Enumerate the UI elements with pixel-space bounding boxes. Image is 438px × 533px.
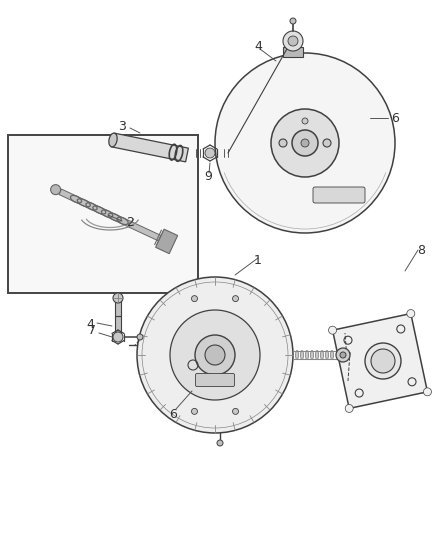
Ellipse shape <box>305 351 308 359</box>
Circle shape <box>336 348 350 362</box>
Text: 7: 7 <box>88 325 96 337</box>
Circle shape <box>340 352 346 358</box>
Circle shape <box>113 293 123 303</box>
Circle shape <box>407 310 415 318</box>
Circle shape <box>195 335 235 375</box>
Polygon shape <box>59 189 161 241</box>
Circle shape <box>345 405 353 413</box>
Ellipse shape <box>296 351 299 359</box>
Polygon shape <box>115 316 121 333</box>
Circle shape <box>113 332 123 342</box>
Text: 1: 1 <box>254 254 262 268</box>
Circle shape <box>51 184 60 195</box>
Circle shape <box>288 36 298 46</box>
Circle shape <box>170 310 260 400</box>
Circle shape <box>215 53 395 233</box>
Circle shape <box>301 139 309 147</box>
Ellipse shape <box>109 133 117 147</box>
Polygon shape <box>283 47 303 57</box>
FancyBboxPatch shape <box>195 374 234 386</box>
Circle shape <box>302 118 308 124</box>
Text: 9: 9 <box>204 171 212 183</box>
FancyBboxPatch shape <box>313 187 365 203</box>
Circle shape <box>271 109 339 177</box>
Polygon shape <box>115 300 121 316</box>
Polygon shape <box>155 229 178 254</box>
Circle shape <box>233 408 239 414</box>
Circle shape <box>191 408 198 414</box>
Polygon shape <box>112 133 188 162</box>
Circle shape <box>233 296 239 302</box>
Ellipse shape <box>321 351 324 359</box>
Circle shape <box>290 18 296 24</box>
Circle shape <box>217 440 223 446</box>
Text: 2: 2 <box>126 216 134 230</box>
Circle shape <box>205 148 215 158</box>
Circle shape <box>323 139 331 147</box>
Text: 4: 4 <box>254 39 262 52</box>
Text: 4: 4 <box>86 319 94 332</box>
Circle shape <box>424 388 431 396</box>
Circle shape <box>365 343 401 379</box>
Circle shape <box>328 326 336 334</box>
Ellipse shape <box>315 351 318 359</box>
Circle shape <box>191 296 198 302</box>
Circle shape <box>205 345 225 365</box>
Text: 8: 8 <box>417 245 425 257</box>
Circle shape <box>371 349 395 373</box>
Text: 6: 6 <box>169 408 177 422</box>
Ellipse shape <box>325 351 328 359</box>
Text: 6: 6 <box>391 111 399 125</box>
Circle shape <box>279 139 287 147</box>
Circle shape <box>137 277 293 433</box>
Circle shape <box>137 334 143 340</box>
Ellipse shape <box>331 351 333 359</box>
Polygon shape <box>332 313 427 408</box>
Ellipse shape <box>311 351 314 359</box>
Circle shape <box>292 130 318 156</box>
Circle shape <box>283 31 303 51</box>
Bar <box>8 135 198 293</box>
Text: 3: 3 <box>118 119 126 133</box>
Ellipse shape <box>300 351 304 359</box>
